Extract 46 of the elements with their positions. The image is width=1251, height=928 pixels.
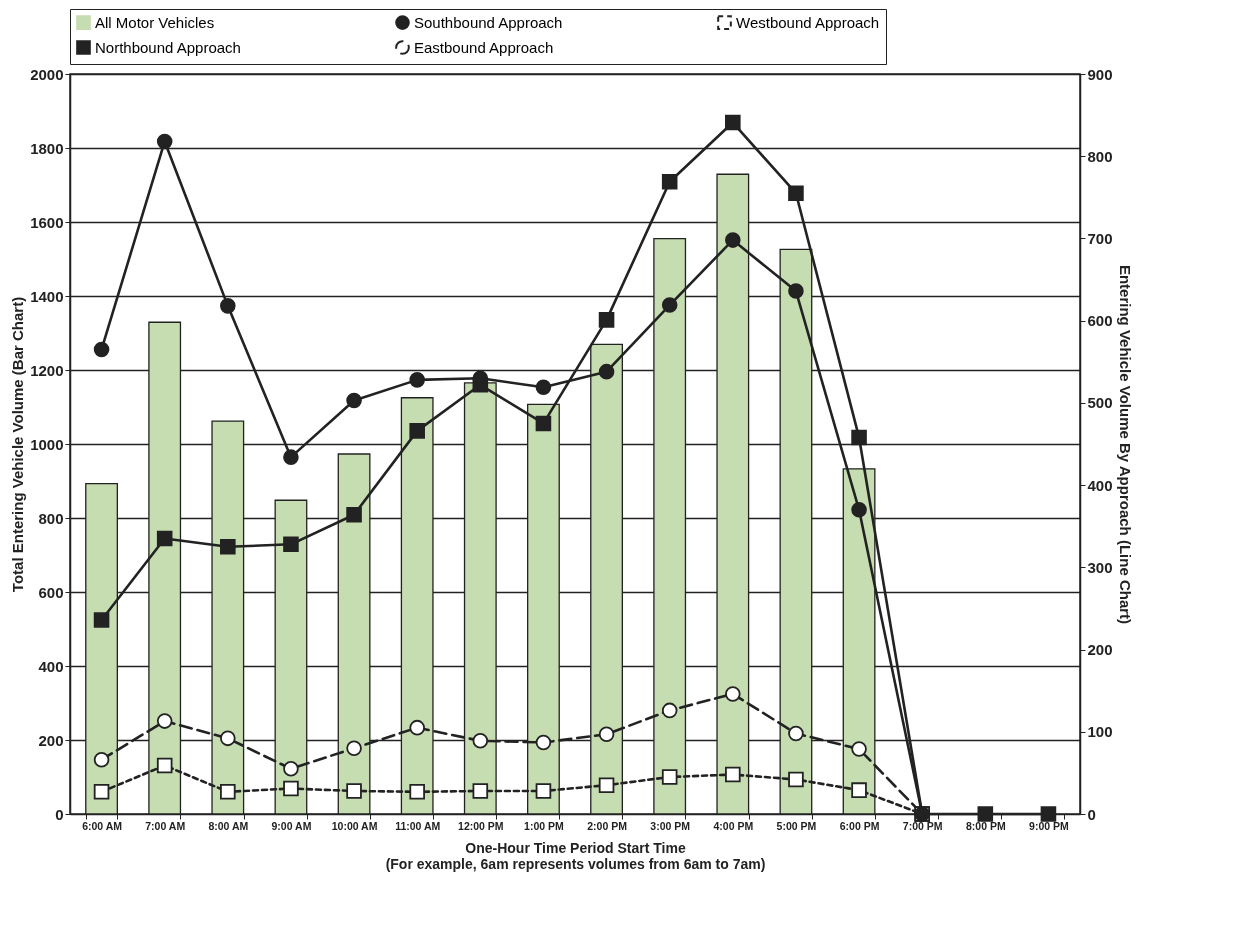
y-tick-label: 1800 (30, 139, 64, 157)
y-tick-label: 1600 (30, 213, 64, 231)
text: (For example, 6am represents volumes from 6am to 7am) (385, 856, 766, 872)
x-tick-label: 6:00 AM (82, 819, 123, 832)
y-tick-label: 600 (38, 583, 64, 601)
x-tick-label: 12:00 PM (458, 819, 504, 832)
y2-tick-label: 500 (1087, 394, 1113, 412)
legend-label: Westbound Approach (736, 13, 880, 31)
x-tick-label: 7:00 PM (902, 819, 943, 832)
y-tick-label: 400 (38, 657, 64, 675)
x-tick-label: 10:00 AM (331, 819, 378, 832)
y2-tick-label: 600 (1087, 312, 1113, 330)
y-tick-label: 800 (38, 509, 64, 527)
y-tick-label: 1400 (30, 287, 64, 305)
x-axis-title: One-Hour Time Period Start Time (465, 840, 686, 856)
y-axis-title: Total Entering Vehicle Volume (Bar Chart) (9, 296, 27, 593)
legend-label: Eastbound Approach (414, 38, 554, 56)
x-tick-label: 8:00 PM (965, 819, 1006, 832)
y-tick-label: 2000 (30, 65, 64, 83)
y-tick-label: 1200 (30, 361, 64, 379)
x-tick-label: 5:00 PM (776, 819, 817, 832)
legend-label: Northbound Approach (95, 38, 241, 56)
y2-tick-label: 400 (1087, 476, 1113, 494)
y-tick-label: 200 (38, 731, 64, 749)
y2-axis-title: Entering Vehicle Volume By Approach (Line Chart) (1116, 264, 1134, 625)
y2-tick-label: 800 (1087, 147, 1113, 165)
y2-tick-label: 700 (1087, 229, 1113, 247)
y-tick-label: 1000 (30, 435, 64, 453)
x-tick-label: 8:00 AM (208, 819, 249, 832)
x-tick-label: 9:00 AM (271, 819, 312, 832)
x-tick-label: 11:00 AM (395, 819, 441, 832)
x-tick-label: 4:00 PM (713, 819, 754, 832)
y2-tick-label: 900 (1087, 65, 1113, 83)
y2-tick-label: 200 (1087, 641, 1113, 659)
x-tick-label: 1:00 PM (524, 819, 565, 832)
x-tick-label: 6:00 PM (839, 819, 880, 832)
x-tick-label: 7:00 AM (145, 819, 186, 832)
legend-label: All Motor Vehicles (95, 13, 215, 31)
y-tick-label: 0 (55, 805, 64, 823)
x-tick-label: 2:00 PM (587, 819, 628, 832)
legend-label: Southbound Approach (414, 13, 563, 31)
y2-tick-label: 300 (1087, 558, 1113, 576)
y2-tick-label: 100 (1087, 723, 1113, 741)
x-tick-label: 9:00 PM (1029, 819, 1070, 832)
y2-tick-label: 0 (1087, 805, 1096, 823)
x-tick-label: 3:00 PM (650, 819, 691, 832)
